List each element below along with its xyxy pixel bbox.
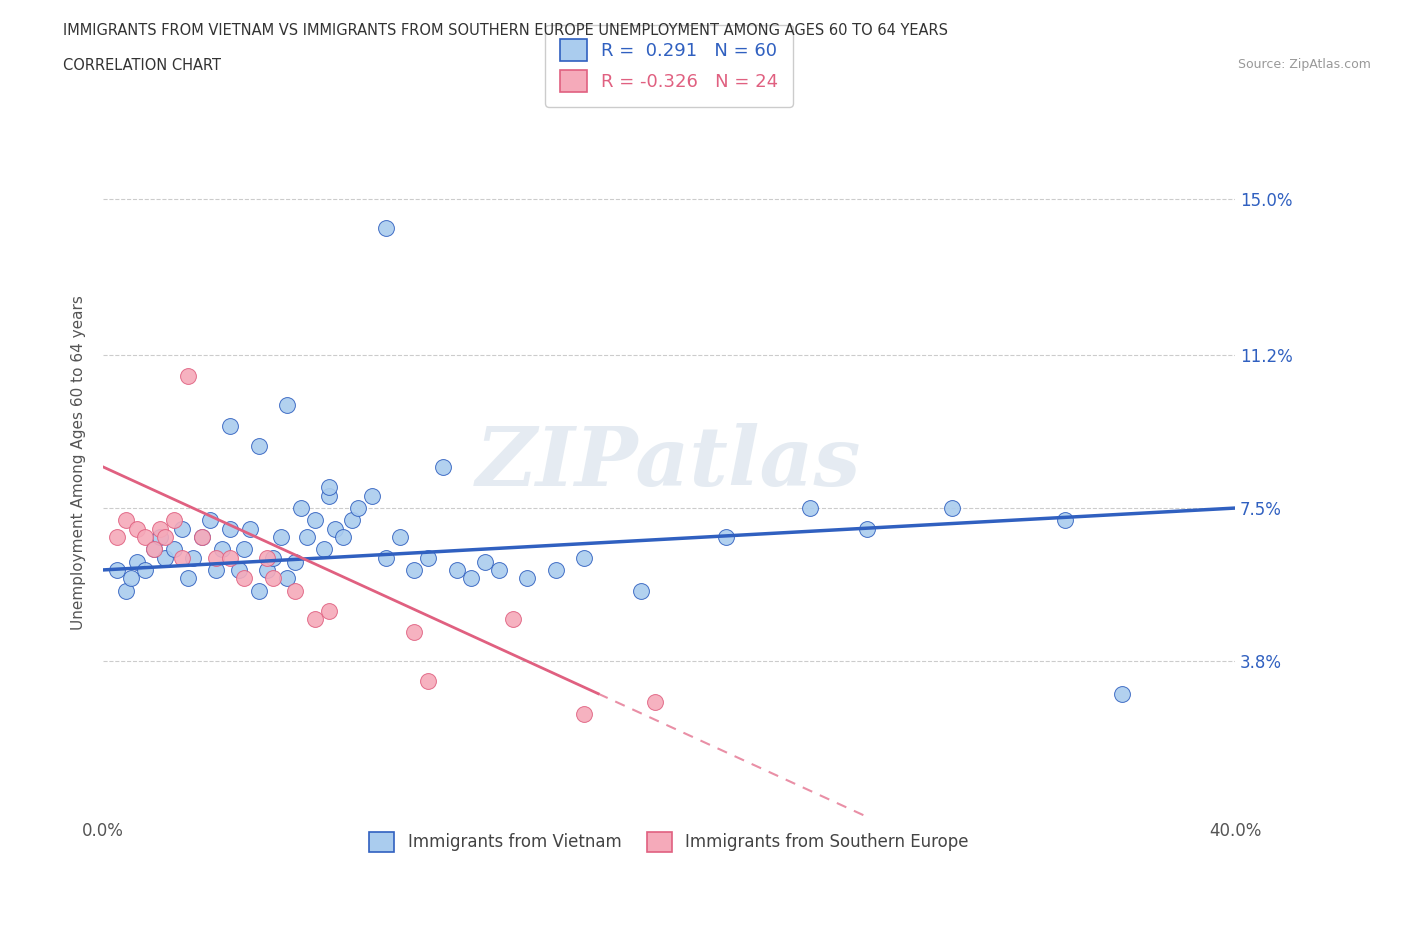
Point — [714, 529, 737, 544]
Point — [211, 542, 233, 557]
Point — [572, 551, 595, 565]
Point — [191, 529, 214, 544]
Point — [125, 554, 148, 569]
Point — [460, 571, 482, 586]
Point — [105, 563, 128, 578]
Point — [114, 583, 136, 598]
Point — [332, 529, 354, 544]
Point — [644, 695, 666, 710]
Point — [228, 563, 250, 578]
Point — [304, 612, 326, 627]
Point — [153, 529, 176, 544]
Point — [163, 513, 186, 528]
Point — [153, 551, 176, 565]
Text: Source: ZipAtlas.com: Source: ZipAtlas.com — [1237, 58, 1371, 71]
Point — [163, 542, 186, 557]
Point — [346, 500, 368, 515]
Point — [295, 529, 318, 544]
Point — [177, 571, 200, 586]
Point — [172, 551, 194, 565]
Point — [270, 529, 292, 544]
Point — [105, 529, 128, 544]
Point — [318, 488, 340, 503]
Point — [247, 583, 270, 598]
Point — [256, 551, 278, 565]
Point — [404, 563, 426, 578]
Point — [318, 604, 340, 618]
Y-axis label: Unemployment Among Ages 60 to 64 years: Unemployment Among Ages 60 to 64 years — [72, 295, 86, 631]
Text: IMMIGRANTS FROM VIETNAM VS IMMIGRANTS FROM SOUTHERN EUROPE UNEMPLOYMENT AMONG AG: IMMIGRANTS FROM VIETNAM VS IMMIGRANTS FR… — [63, 23, 948, 38]
Point — [446, 563, 468, 578]
Point — [318, 480, 340, 495]
Point — [205, 563, 228, 578]
Point — [474, 554, 496, 569]
Point — [432, 459, 454, 474]
Point — [183, 551, 205, 565]
Point — [284, 583, 307, 598]
Point — [177, 368, 200, 383]
Point — [290, 500, 312, 515]
Point — [219, 551, 242, 565]
Point — [630, 583, 652, 598]
Point — [1111, 686, 1133, 701]
Point — [502, 612, 524, 627]
Point — [418, 551, 440, 565]
Point — [262, 571, 284, 586]
Point — [374, 551, 396, 565]
Point — [256, 563, 278, 578]
Point — [323, 521, 346, 536]
Point — [239, 521, 262, 536]
Point — [284, 554, 307, 569]
Point — [172, 521, 194, 536]
Point — [134, 529, 156, 544]
Point — [114, 513, 136, 528]
Point — [120, 571, 142, 586]
Point — [219, 521, 242, 536]
Point — [374, 220, 396, 235]
Point — [544, 563, 567, 578]
Legend: Immigrants from Vietnam, Immigrants from Southern Europe: Immigrants from Vietnam, Immigrants from… — [363, 825, 976, 858]
Point — [205, 551, 228, 565]
Point — [219, 418, 242, 433]
Point — [1054, 513, 1077, 528]
Point — [191, 529, 214, 544]
Point — [404, 624, 426, 639]
Point — [200, 513, 222, 528]
Point — [418, 674, 440, 689]
Point — [389, 529, 412, 544]
Point — [142, 542, 165, 557]
Point — [134, 563, 156, 578]
Point — [572, 707, 595, 722]
Point — [262, 551, 284, 565]
Point — [247, 439, 270, 454]
Point — [941, 500, 963, 515]
Point — [148, 521, 170, 536]
Text: ZIPatlas: ZIPatlas — [477, 423, 862, 503]
Point — [488, 563, 510, 578]
Point — [360, 488, 382, 503]
Point — [304, 513, 326, 528]
Point — [233, 542, 256, 557]
Point — [312, 542, 335, 557]
Point — [276, 397, 298, 412]
Point — [856, 521, 879, 536]
Point — [340, 513, 363, 528]
Point — [148, 529, 170, 544]
Point — [233, 571, 256, 586]
Text: CORRELATION CHART: CORRELATION CHART — [63, 58, 221, 73]
Point — [799, 500, 821, 515]
Point — [276, 571, 298, 586]
Point — [516, 571, 538, 586]
Point — [142, 542, 165, 557]
Point — [125, 521, 148, 536]
